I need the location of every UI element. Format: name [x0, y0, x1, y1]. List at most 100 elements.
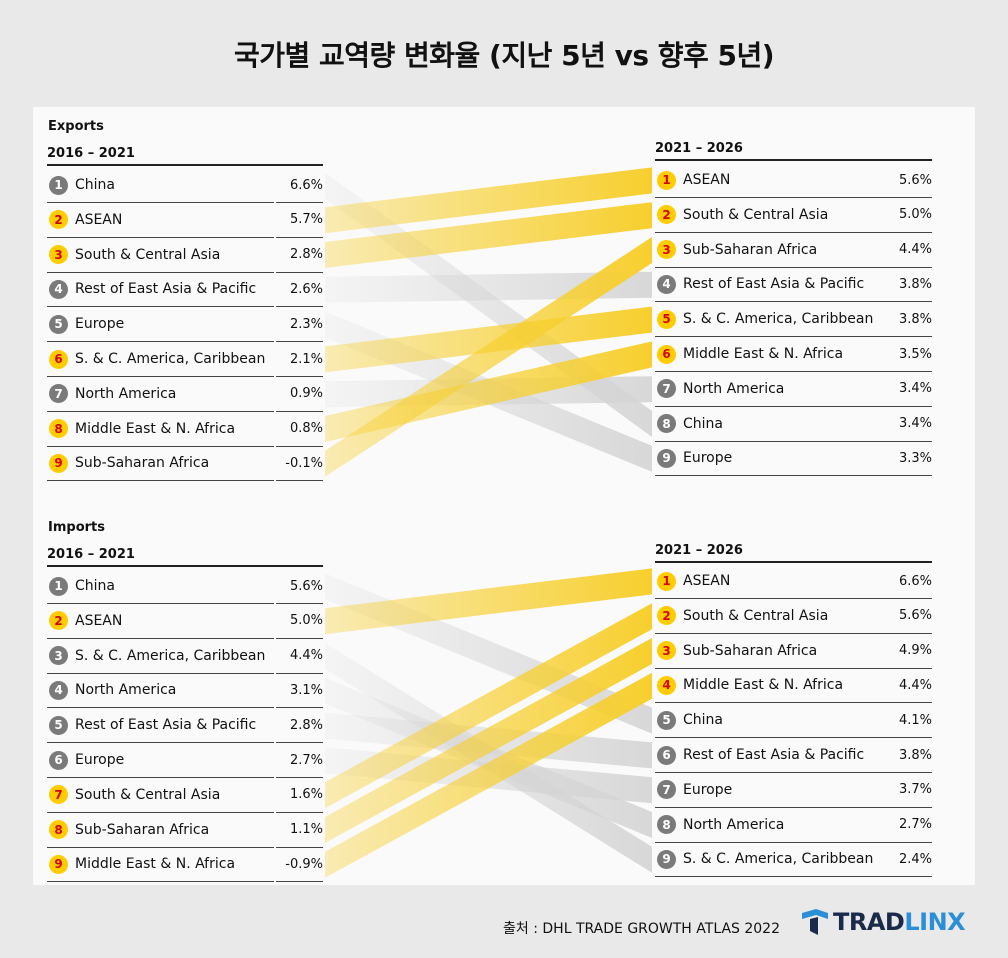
growth-rate-value: 0.9% — [276, 377, 323, 412]
exports-left-row: 6 S. & C. America, Caribbean — [47, 342, 274, 377]
region-name: ASEAN — [683, 573, 731, 589]
exports-rank-change-band — [325, 237, 652, 477]
exports-rank-change-band — [325, 202, 652, 268]
rank-badge: 3 — [49, 245, 68, 265]
rank-badge: 9 — [657, 448, 676, 468]
exports-right-row: 6 Middle East & N. Africa — [655, 337, 877, 372]
rank-badge: 7 — [49, 384, 68, 404]
imports-rank-change-band — [325, 672, 652, 878]
imports-right-row: 5 China — [655, 703, 877, 739]
region-name: ASEAN — [75, 612, 123, 629]
rank-badge: 6 — [49, 750, 68, 770]
exports-right-row: 4 Rest of East Asia & Pacific — [655, 267, 877, 303]
exports-right-row: 1 ASEAN — [655, 163, 877, 198]
growth-rate-value: 2.4% — [877, 842, 932, 878]
region-name: Rest of East Asia & Pacific — [683, 276, 865, 293]
region-name: S. & C. America, Caribbean — [683, 311, 874, 328]
growth-rate-value: 3.8% — [877, 738, 932, 773]
rank-badge: 3 — [657, 240, 676, 260]
growth-rate-value: 2.7% — [877, 808, 932, 843]
growth-rate-value: 4.9% — [877, 634, 932, 669]
exports-right-row: 2 South & Central Asia — [655, 198, 877, 233]
growth-rate-value: 1.6% — [276, 778, 323, 813]
imports-right-row: 6 Rest of East Asia & Pacific — [655, 738, 877, 773]
growth-rate-value: 5.0% — [276, 604, 323, 639]
exports-rank-change-band — [325, 306, 652, 373]
growth-rate-value: 6.6% — [877, 564, 932, 599]
region-name: North America — [683, 380, 785, 397]
region-name: South & Central Asia — [683, 206, 829, 223]
imports-right-row: 7 Europe — [655, 773, 877, 808]
region-name: Europe — [683, 450, 733, 467]
rank-badge: 7 — [49, 785, 68, 805]
imports-right-row: 1 ASEAN — [655, 564, 877, 599]
region-name: North America — [75, 385, 177, 402]
region-name: China — [75, 578, 115, 594]
growth-rate-value: 4.4% — [877, 233, 932, 268]
rank-badge: 5 — [657, 710, 676, 730]
region-name: Sub-Saharan Africa — [683, 241, 818, 258]
imports-left-row: 8 Sub-Saharan Africa — [47, 813, 274, 848]
region-name: North America — [75, 682, 177, 699]
rank-badge: 5 — [49, 314, 68, 334]
growth-rate-value: 3.7% — [877, 773, 932, 808]
rank-badge: 2 — [49, 210, 68, 230]
rank-badge: 6 — [49, 349, 68, 369]
region-name: Rest of East Asia & Pacific — [75, 281, 257, 298]
rank-badge: 1 — [49, 576, 68, 596]
region-name: Middle East & N. Africa — [75, 856, 236, 873]
growth-rate-value: 6.6% — [276, 168, 323, 203]
chart-title: 국가별 교역량 변화율 (지난 5년 vs 향후 5년) — [233, 39, 775, 72]
imports-left-row: 3 S. & C. America, Caribbean — [47, 639, 274, 674]
growth-rate-value: 2.3% — [276, 307, 323, 343]
region-name: Rest of East Asia & Pacific — [75, 717, 257, 734]
region-name: ASEAN — [75, 211, 123, 228]
region-name: China — [75, 177, 115, 193]
exports-left-row: 7 North America — [47, 377, 274, 412]
growth-rate-value: 3.5% — [877, 337, 932, 372]
exports-section-label: Exports — [48, 119, 104, 134]
rank-badge: 7 — [657, 379, 676, 399]
exports-right-period-header: 2021 – 2026 — [655, 141, 932, 161]
growth-rate-value: 3.4% — [877, 407, 932, 442]
region-name: China — [683, 712, 723, 729]
growth-rate-value: -0.1% — [276, 446, 323, 482]
rank-badge: 8 — [49, 820, 68, 840]
rank-badge: 8 — [657, 815, 676, 835]
imports-section-label: Imports — [48, 520, 105, 535]
growth-rate-value: 2.7% — [276, 743, 323, 778]
imports-rank-change-band — [325, 603, 652, 809]
exports-rank-change-band — [325, 167, 652, 234]
region-name: Sub-Saharan Africa — [75, 455, 210, 472]
growth-rate-value: 5.6% — [276, 569, 323, 604]
region-name: S. & C. America, Caribbean — [75, 351, 266, 367]
growth-rate-value: 2.8% — [276, 238, 323, 273]
region-name: Europe — [75, 316, 125, 333]
exports-left-row: 5 Europe — [47, 307, 274, 343]
region-name: South & Central Asia — [683, 607, 829, 624]
region-name: Europe — [683, 781, 733, 798]
region-name: Middle East & N. Africa — [683, 677, 844, 694]
rank-badge: 5 — [49, 715, 68, 735]
rank-badge: 1 — [657, 170, 676, 190]
region-name: Sub-Saharan Africa — [683, 642, 818, 659]
imports-rank-change-band — [325, 638, 652, 843]
imports-left-row: 4 North America — [47, 673, 274, 709]
exports-left-row: 3 South & Central Asia — [47, 238, 274, 273]
source-note: 출처 : DHL TRADE GROWTH ATLAS 2022 — [503, 921, 780, 937]
imports-left-row: 9 Middle East & N. Africa — [47, 847, 274, 883]
rank-badge: 3 — [657, 641, 676, 661]
growth-rate-value: 4.1% — [877, 703, 932, 739]
rank-badge: 4 — [657, 675, 676, 695]
exports-left-row: 8 Middle East & N. Africa — [47, 412, 274, 447]
exports-right-row: 7 North America — [655, 372, 877, 407]
logo-text-linx: LINX — [904, 908, 966, 936]
imports-right-row: 2 South & Central Asia — [655, 599, 877, 634]
rank-badge: 2 — [49, 611, 68, 631]
region-name: South & Central Asia — [75, 246, 221, 263]
rank-badge: 8 — [49, 419, 68, 439]
growth-rate-value: 2.6% — [276, 272, 323, 308]
exports-right-row: 8 China — [655, 407, 877, 442]
region-name: S. & C. America, Caribbean — [75, 647, 266, 664]
growth-rate-value: 3.4% — [877, 372, 932, 407]
